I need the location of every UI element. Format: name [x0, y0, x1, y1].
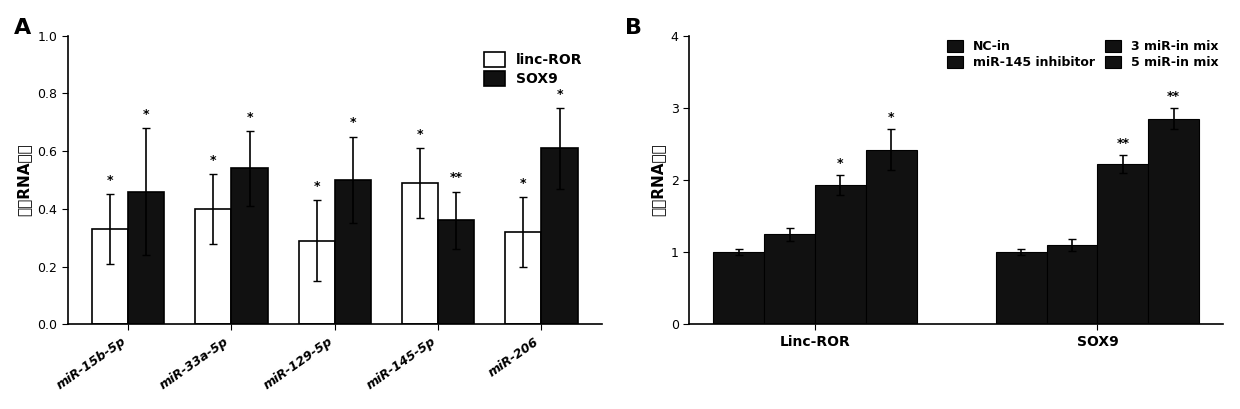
Text: *: *: [837, 157, 843, 170]
Bar: [402, 183, 438, 324]
Text: **: **: [1116, 137, 1130, 151]
Bar: [505, 232, 542, 324]
Text: *: *: [314, 180, 320, 193]
Text: *: *: [520, 177, 527, 190]
Bar: [232, 169, 268, 324]
Bar: [1097, 164, 1148, 324]
Text: *: *: [888, 111, 894, 124]
Bar: [542, 148, 578, 324]
Y-axis label: 相关RNA水平: 相关RNA水平: [650, 144, 665, 216]
Text: *: *: [143, 108, 150, 121]
Bar: [438, 220, 474, 324]
Bar: [335, 180, 371, 324]
Bar: [996, 252, 1047, 324]
Text: *: *: [350, 117, 356, 130]
Text: A: A: [14, 18, 31, 38]
Text: *: *: [417, 128, 423, 141]
Bar: [299, 240, 335, 324]
Y-axis label: 相关RNA水平: 相关RNA水平: [16, 144, 32, 216]
Bar: [1047, 245, 1097, 324]
Text: *: *: [210, 154, 217, 167]
Legend: linc-ROR, SOX9: linc-ROR, SOX9: [477, 45, 590, 93]
Bar: [195, 209, 232, 324]
Bar: [713, 252, 764, 324]
Text: *: *: [247, 111, 253, 124]
Bar: [815, 185, 866, 324]
Text: B: B: [625, 18, 642, 38]
Bar: [128, 191, 164, 324]
Bar: [1148, 119, 1199, 324]
Text: *: *: [107, 174, 113, 187]
Text: *: *: [557, 88, 563, 101]
Legend: NC-in, miR-145 inhibitor, 3 miR-in mix, 5 miR-in mix: NC-in, miR-145 inhibitor, 3 miR-in mix, …: [942, 36, 1223, 73]
Bar: [764, 234, 815, 324]
Text: **: **: [1167, 90, 1180, 103]
Bar: [866, 150, 916, 324]
Text: **: **: [450, 171, 463, 184]
Bar: [92, 229, 128, 324]
